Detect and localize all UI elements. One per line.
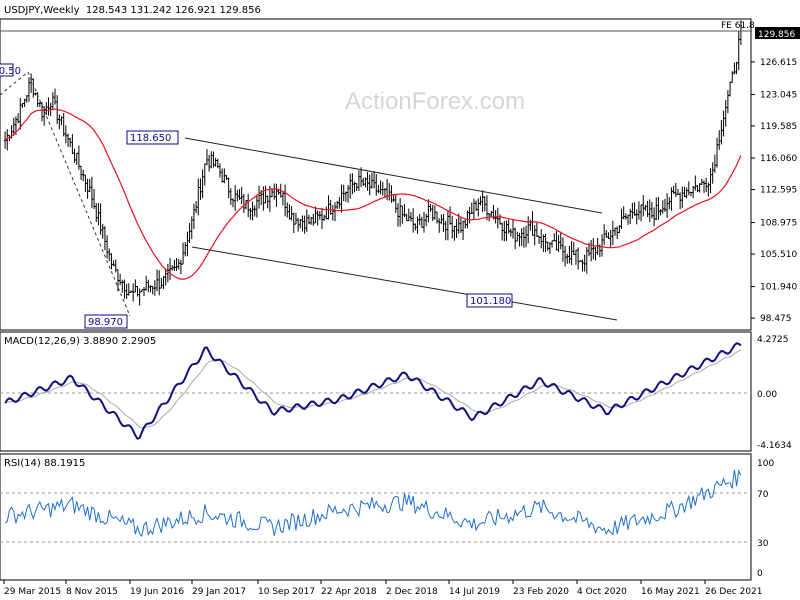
ohlc-values: 128.543 131.242 126.921 129.856 — [85, 5, 261, 16]
rsi-panel — [0, 453, 752, 581]
macd-panel — [0, 331, 752, 452]
x-tick-label: 10 Sep 2017 — [258, 587, 315, 597]
rsi-ytick-0: 0 — [757, 569, 763, 579]
x-tick-label: 23 Feb 2020 — [513, 587, 569, 597]
macd-label: MACD(12,26,9) 3.8890 2.2905 — [4, 336, 157, 347]
x-tick-label: 16 May 2021 — [641, 587, 700, 597]
macd-plot-area — [4, 342, 742, 440]
annotation-box-98-970: 98.970 — [84, 314, 128, 329]
fe-618-label: FE 61.8 — [721, 21, 755, 31]
x-tick-label: 2 Dec 2018 — [386, 587, 438, 597]
x-tick-label: 26 Dec 2021 — [705, 587, 763, 597]
main-ytick-label: 123.045 — [760, 90, 797, 100]
main-ytick-label: 112.595 — [760, 186, 797, 196]
watermark: ActionForex.com — [345, 88, 526, 115]
main-ytick-label: 101.940 — [760, 283, 797, 293]
price-box-value: 129.856 — [758, 30, 795, 40]
annotation-98-970-label: 98.970 — [88, 317, 123, 328]
main-ytick-label: 126.615 — [760, 58, 797, 68]
main-header: USDJPY,Weekly 128.543 131.242 126.921 12… — [4, 5, 261, 16]
x-tick-label: 14 Jul 2019 — [449, 587, 500, 597]
wave-dashed-line — [27, 71, 131, 317]
rsi-ytick-30: 30 — [757, 539, 769, 549]
moving-average-line — [4, 108, 742, 280]
rsi-label: RSI(14) 88.1915 — [4, 458, 86, 469]
main-panel — [0, 18, 752, 331]
rsi-ytick-100: 100 — [757, 459, 774, 469]
channel-upper-line — [184, 137, 603, 214]
x-tick-label: 29 Mar 2015 — [4, 587, 61, 597]
x-tick-label: 22 Apr 2018 — [321, 587, 377, 597]
channel-lower-line — [191, 246, 618, 321]
rsi-plot-area — [4, 469, 742, 538]
x-tick-label: 8 Nov 2015 — [66, 587, 118, 597]
x-axis: 29 Mar 2015 8 Nov 2015 19 Jun 2016 29 Jan 2… — [3, 580, 763, 597]
annotation-box-110-50: 110.50 — [0, 63, 21, 77]
main-ytick-label: 98.475 — [760, 314, 792, 324]
macd-line — [4, 342, 742, 440]
wave-dashed-line-2 — [0, 71, 29, 96]
rsi-line — [4, 469, 742, 538]
annotation-110-50-label: 110.50 — [0, 66, 21, 77]
x-tick-label: 19 Jun 2016 — [130, 587, 184, 597]
x-tick-label: 29 Jan 2017 — [192, 587, 246, 597]
rsi-ytick-70: 70 — [757, 490, 769, 500]
macd-ytick-bottom: -4.1634 — [757, 441, 792, 451]
macd-ytick-top: 4.2725 — [757, 335, 789, 345]
x-tick-label: 4 Oct 2020 — [577, 587, 627, 597]
macd-ytick-zero: 0.00 — [757, 390, 777, 400]
main-ytick-label: 116.060 — [760, 154, 797, 164]
annotation-118-650-label: 118.650 — [130, 133, 171, 144]
annotation-box-118-650: 118.650 — [126, 130, 179, 145]
price-box — [755, 27, 800, 39]
main-ytick-label: 105.510 — [760, 250, 797, 260]
main-ytick-label: 119.585 — [760, 122, 797, 132]
symbol-label: USDJPY,Weekly — [4, 5, 80, 16]
main-ytick-label: 108.975 — [760, 219, 797, 229]
annotation-101-180-label: 101.180 — [470, 296, 511, 307]
main-plot-area — [3, 20, 743, 306]
main-y-axis: 126.615 123.045 119.585 116.060 112.595 108.9… — [751, 58, 797, 324]
annotation-box-101-180: 101.180 — [466, 293, 513, 308]
